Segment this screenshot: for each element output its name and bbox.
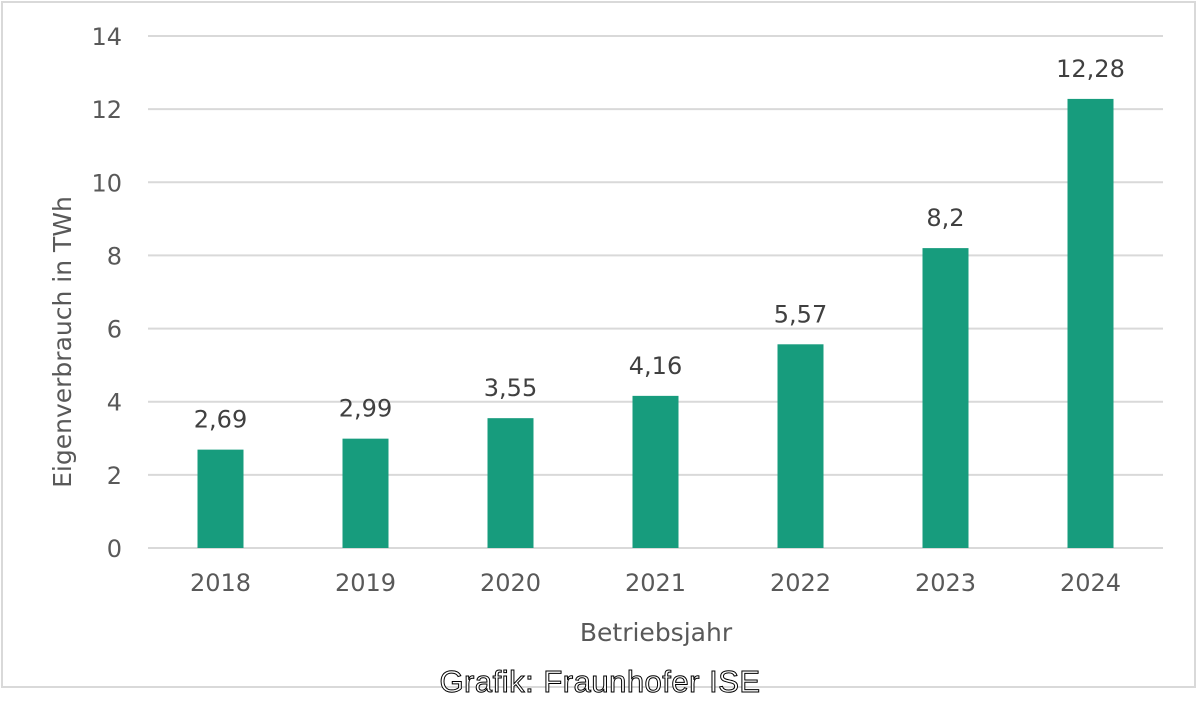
x-tick-label: 2024 [1060,569,1121,597]
x-tick-label: 2020 [480,569,541,597]
bar [777,344,824,548]
y-tick-label: 12 [91,96,122,124]
data-label: 12,28 [1056,55,1125,83]
x-tick-label: 2019 [335,569,396,597]
x-tick-label: 2018 [190,569,251,597]
credit-watermark: Grafik: Fraunhofer ISE [439,664,761,700]
x-tick-label: 2023 [915,569,976,597]
x-tick-label: 2021 [625,569,686,597]
y-axis-title: Eigenverbrauch in TWh [48,196,77,488]
y-tick-label: 0 [107,535,122,563]
y-tick-label: 2 [107,462,122,490]
bar [197,449,244,548]
bar [487,418,534,548]
bar [1067,98,1114,548]
data-label: 4,16 [629,352,682,380]
bar [632,395,679,548]
x-axis-title: Betriebsjahr [580,618,733,647]
bar [922,248,969,548]
data-label: 2,99 [339,395,392,423]
y-tick-label: 14 [91,23,122,51]
data-label: 2,69 [194,406,247,434]
bar [342,438,389,548]
chart-frame [1,1,1196,688]
x-tick-label: 2022 [770,569,831,597]
y-tick-label: 10 [91,169,122,197]
data-label: 3,55 [484,374,537,402]
y-tick-label: 8 [107,242,122,270]
y-tick-label: 6 [107,316,122,344]
y-tick-label: 4 [107,389,122,417]
data-label: 5,57 [774,300,827,328]
data-label: 8,2 [926,204,964,232]
